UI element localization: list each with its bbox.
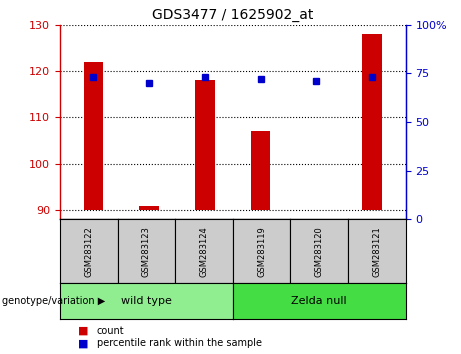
Text: GSM283122: GSM283122 (84, 226, 93, 277)
Text: GSM283123: GSM283123 (142, 226, 151, 277)
Text: Zelda null: Zelda null (291, 296, 347, 306)
Text: percentile rank within the sample: percentile rank within the sample (97, 338, 262, 348)
Text: GSM283121: GSM283121 (372, 226, 381, 277)
Text: ■: ■ (78, 338, 89, 348)
Bar (362, 34, 382, 210)
Bar (139, 206, 159, 210)
Bar (251, 131, 271, 210)
Title: GDS3477 / 1625902_at: GDS3477 / 1625902_at (152, 8, 313, 22)
Text: wild type: wild type (121, 296, 172, 306)
Text: GSM283119: GSM283119 (257, 226, 266, 277)
Text: GSM283120: GSM283120 (315, 226, 324, 277)
Text: GSM283124: GSM283124 (200, 226, 208, 277)
Text: count: count (97, 326, 124, 336)
Bar (83, 62, 103, 210)
Bar (195, 80, 215, 210)
Text: genotype/variation ▶: genotype/variation ▶ (2, 296, 106, 306)
Text: ■: ■ (78, 326, 89, 336)
